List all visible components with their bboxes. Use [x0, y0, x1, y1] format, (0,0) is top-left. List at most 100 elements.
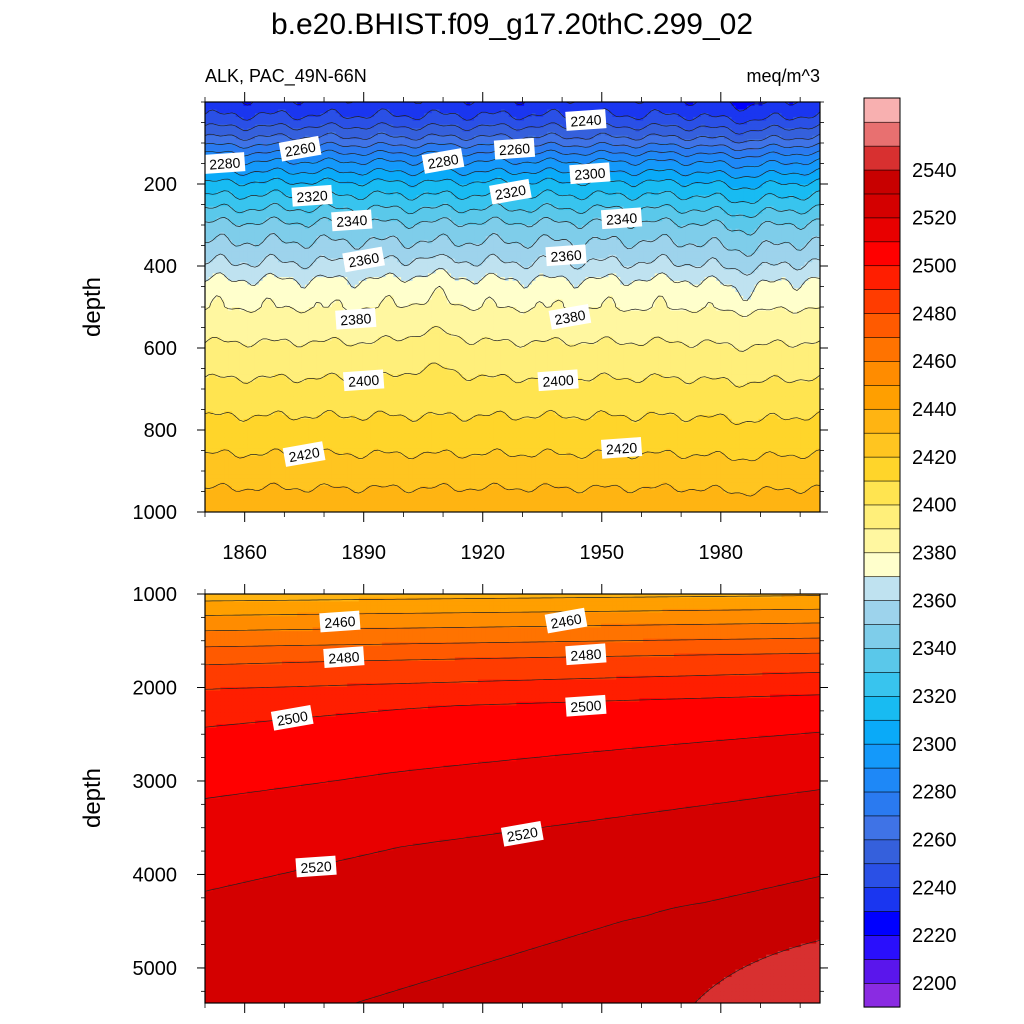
- contour-label-box: [600, 437, 643, 459]
- y-tick-label: 1000: [133, 584, 178, 606]
- contour-label-text: 2340: [336, 212, 368, 230]
- contour-line-2470: [205, 637, 820, 648]
- x-tick-label: 1950: [580, 542, 625, 564]
- contour-label-box: [291, 184, 333, 207]
- contour-label-box: [270, 704, 314, 731]
- contour-label-text: 2460: [549, 610, 583, 631]
- contour-label-text: 2360: [347, 249, 381, 270]
- colorbar-swatch: [863, 97, 901, 123]
- contour-line-2370: [205, 267, 820, 302]
- colorbar-swatch: [863, 384, 901, 410]
- colorbar-tick-label: 2260: [912, 830, 957, 852]
- contour-label: 2240: [565, 109, 607, 131]
- colorbar-swatch: [863, 552, 901, 578]
- contour-label-text: 2280: [209, 154, 241, 172]
- colorbar-tick-label: 2340: [912, 638, 957, 660]
- contour-label-box: [343, 369, 385, 392]
- colorbar-swatch: [863, 887, 901, 912]
- contour-label-text: 2260: [283, 139, 317, 160]
- contour-label-text: 2360: [550, 247, 582, 265]
- contour-label: 2460: [544, 607, 588, 634]
- colorbar-swatch: [863, 743, 901, 769]
- lower-axes: 1000 2000 3000 4000 5000: [133, 584, 828, 1013]
- y-tick-label: 1000: [133, 502, 178, 524]
- colorbar-swatch: [863, 289, 901, 314]
- colorbar-swatch: [863, 911, 901, 936]
- y-tick-label: 2000: [133, 677, 178, 699]
- upper-contour-labels: 2240 2260 2260 2280 2280 2300 2320 2320 2340 2340…: [204, 109, 643, 467]
- contour-label-box: [537, 369, 579, 392]
- contour-line-2350: [205, 232, 820, 257]
- upper-y-axis-label: depth: [79, 277, 106, 337]
- contour-line-2430: [205, 482, 820, 497]
- contour-label: 2400: [343, 369, 385, 392]
- colorbar-tick-label: 2320: [912, 686, 957, 708]
- lower-y-axis-label: depth: [79, 768, 106, 828]
- contour-label-text: 2420: [287, 444, 321, 465]
- colorbar-tick-label: 2520: [912, 208, 957, 230]
- colorbar-tick-label: 2240: [912, 877, 957, 899]
- colorbar-swatch: [863, 241, 901, 267]
- colorbar-swatch: [863, 576, 901, 601]
- y-tick-label: 800: [144, 420, 177, 442]
- lower-contour-labels: 2460 2460 2480 2480 2500 2500 2520 2520: [270, 607, 607, 878]
- chart-title: b.e20.BHIST.f09_g17.20thC.299_02: [271, 8, 753, 41]
- contour-label: 2420: [600, 437, 643, 459]
- contour-label: 2400: [537, 369, 579, 392]
- contour-label-box: [565, 643, 607, 666]
- contour-label: 2380: [548, 303, 592, 330]
- colorbar-swatch: [863, 695, 901, 721]
- colorbar-tick-label: 2420: [912, 447, 957, 469]
- colorbar-frame: [863, 97, 901, 1008]
- colorbar-swatch: [863, 217, 901, 243]
- contour-label-text: 2520: [300, 858, 332, 876]
- colorbar-swatch: [863, 169, 901, 195]
- contour-label: 2520: [295, 855, 337, 878]
- colorbar-tick-label: 2540: [912, 160, 957, 182]
- colorbar-swatch: [863, 767, 901, 793]
- colorbar-swatch: [863, 504, 901, 530]
- lower-contour-fill: [205, 594, 820, 1003]
- contour-label-text: 2340: [606, 210, 638, 228]
- contour-label-box: [331, 209, 373, 232]
- x-tick-label: 1890: [341, 542, 386, 564]
- lower-depth-panel: 2460 2460 2480 2480 2500 2500 2520 2520 1000 200…: [79, 584, 828, 1013]
- contour-label-text: 2460: [324, 613, 356, 631]
- contour-label: 2340: [600, 207, 643, 230]
- colorbar-swatch: [863, 934, 901, 960]
- colorbar-swatch: [863, 815, 901, 841]
- colorbar-tick-label: 2200: [912, 973, 957, 995]
- contour-label: 2260: [278, 135, 322, 162]
- contour-label-box: [342, 246, 385, 273]
- contour-label: 2500: [565, 694, 607, 717]
- colorbar-swatch: [863, 982, 901, 1008]
- colorbar-swatch: [863, 647, 901, 673]
- contour-label-box: [544, 607, 588, 634]
- upper-depth-panel: 2240 2260 2260 2280 2280 2300 2320 2320 2340 2340…: [79, 92, 828, 564]
- contour-label-text: 2380: [553, 307, 587, 328]
- colorbar-swatch: [863, 528, 901, 554]
- contour-label-text: 2400: [348, 372, 380, 390]
- upper-axes: 200 400 600 800 1000 1860 1890 1920 1950 1980: [133, 92, 828, 564]
- contour-label-text: 2500: [276, 708, 310, 729]
- contour-label-box: [493, 137, 536, 160]
- contour-label-box: [319, 610, 361, 633]
- contour-label-box: [545, 244, 587, 267]
- contour-label-box: [565, 109, 607, 131]
- contour-label: 2420: [282, 441, 326, 467]
- contour-label: 2320: [489, 178, 532, 205]
- colorbar-swatch: [863, 839, 901, 865]
- contour-line-2520: [205, 789, 820, 892]
- colorbar-swatch: [863, 360, 901, 386]
- colorbar-swatch: [863, 480, 901, 506]
- x-tick-label: 1980: [699, 542, 744, 564]
- y-tick-label: 3000: [133, 771, 178, 793]
- contour-label: 2520: [500, 820, 544, 847]
- contour-label-text: 2260: [498, 140, 530, 158]
- colorbar-swatch: [863, 623, 901, 649]
- y-tick-label: 600: [144, 338, 177, 360]
- contour-line-2390: [205, 325, 820, 352]
- contour-label: 2300: [569, 162, 611, 185]
- colorbar-swatch: [863, 432, 901, 458]
- contour-line-2490: [205, 672, 820, 690]
